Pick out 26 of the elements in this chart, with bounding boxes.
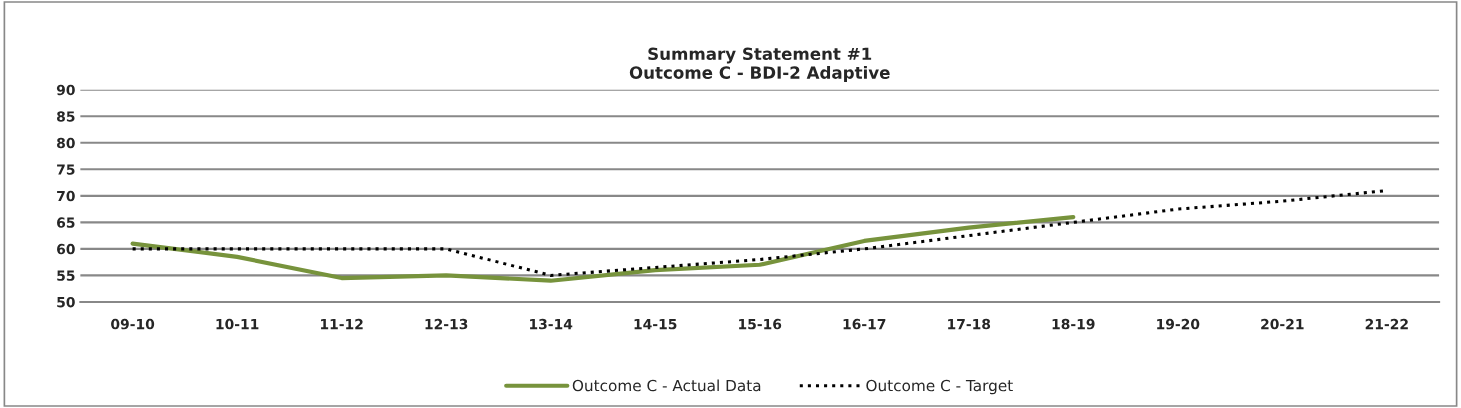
- x-tick-label: 11-12: [321, 318, 363, 330]
- y-tick-label: 50: [57, 296, 75, 308]
- y-tick-label: 80: [57, 137, 75, 149]
- y-tick-label: 85: [57, 111, 75, 122]
- x-tick-label: 19-20: [1157, 318, 1200, 330]
- x-tick-label: 13-14: [530, 318, 573, 330]
- y-tick-label: 60: [57, 243, 75, 255]
- y-tick-label: 55: [57, 270, 75, 281]
- x-tick-label: 16-17: [843, 318, 886, 330]
- x-tick-label: 12-13: [425, 318, 468, 330]
- y-tick-label: 75: [57, 164, 75, 175]
- x-tick-label: 17-18: [948, 318, 991, 330]
- x-tick-label: 18-19: [1052, 318, 1095, 330]
- y-tick-label: 65: [57, 217, 75, 228]
- legend-label: Outcome C - Target: [866, 379, 1013, 395]
- x-tick-label: 20-21: [1261, 318, 1304, 330]
- line-series: [130, 214, 1076, 283]
- x-tick-label: 21-22: [1365, 318, 1408, 330]
- x-tick-label: 15-16: [739, 318, 782, 330]
- x-tick-label: 10-11: [216, 318, 259, 330]
- x-tick-label: 14-15: [634, 319, 677, 330]
- chart-title: Summary Statement #1 Outcome C - BDI-2 Adaptive: [629, 47, 890, 83]
- x-tick-label: 09-10: [111, 318, 155, 330]
- y-tick-label: 90: [56, 84, 75, 96]
- y-tick-label: 70: [57, 190, 75, 202]
- legend-label: Outcome C - Actual Data: [572, 379, 761, 392]
